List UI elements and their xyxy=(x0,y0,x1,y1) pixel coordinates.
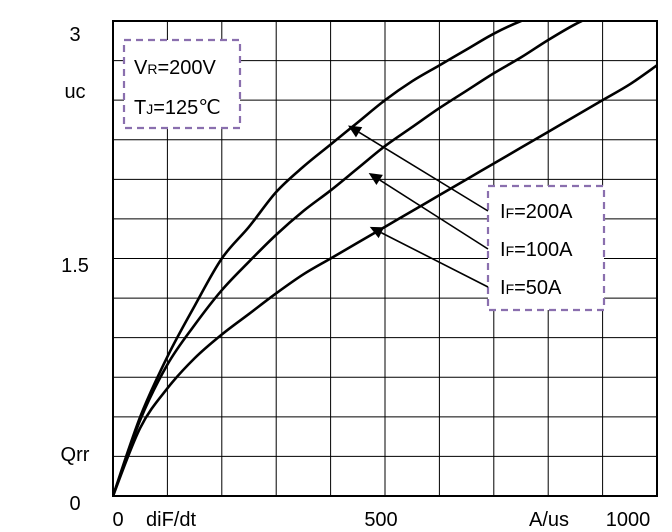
pointer-arrow-head xyxy=(348,125,363,138)
series-line-3 xyxy=(113,64,657,496)
legend-label: IF=100A xyxy=(500,239,573,261)
legend-box xyxy=(486,184,606,312)
x-tick-label: 1000 xyxy=(606,509,651,531)
plot-frame xyxy=(112,20,658,497)
y-unit-label: uc xyxy=(64,81,85,103)
series-line-1 xyxy=(113,21,525,496)
y-tick-label: 1.5 xyxy=(61,255,89,277)
y-tick-label: 3 xyxy=(69,24,80,46)
condition-tj: TJ=125℃ xyxy=(134,97,221,119)
pointers xyxy=(348,125,489,288)
condition-vr: VR=200V xyxy=(134,57,217,79)
conditions-box xyxy=(122,38,242,130)
curves xyxy=(113,21,657,496)
legend: IF=200A IF=100A IF=50A xyxy=(500,201,573,299)
y-tick-label: 0 xyxy=(69,493,80,515)
pointer-arrow-head xyxy=(369,226,385,239)
pointer-arrow-line xyxy=(380,232,489,288)
x-unit-label: A/us xyxy=(529,509,569,531)
series-line-2 xyxy=(113,21,585,496)
pointer-arrow-line xyxy=(379,179,489,250)
x-axis-label: diF/dt xyxy=(146,509,196,531)
x-tick-label: 0 xyxy=(112,509,123,531)
x-tick-label: 500 xyxy=(364,509,397,531)
legend-label: IF=200A xyxy=(500,201,573,223)
y-axis-label: Qrr xyxy=(61,444,90,466)
pointer-arrow-line xyxy=(358,131,489,212)
legend-label: IF=50A xyxy=(500,277,562,299)
pointer-arrow-head xyxy=(368,173,383,186)
